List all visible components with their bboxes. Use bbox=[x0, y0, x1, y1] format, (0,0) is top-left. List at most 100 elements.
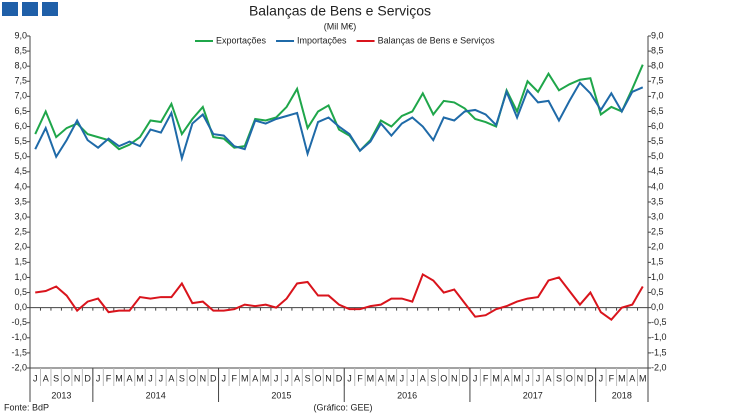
y-tick-label: 7,5 bbox=[14, 76, 27, 86]
y-tick-label-right: 2,5 bbox=[651, 227, 664, 237]
y-tick-label: 6,5 bbox=[14, 106, 27, 116]
year-label: 2016 bbox=[397, 390, 417, 400]
y-tick-label: 3,5 bbox=[14, 196, 27, 206]
x-tick-label: A bbox=[168, 373, 174, 383]
x-tick-label: A bbox=[629, 373, 635, 383]
x-tick-label: D bbox=[461, 373, 468, 383]
x-tick-label: M bbox=[513, 373, 521, 383]
y-tick-label: 2,0 bbox=[14, 242, 27, 252]
y-tick-label-right: 9,0 bbox=[651, 30, 664, 40]
y-tick-label-right: -1,5 bbox=[651, 347, 667, 357]
logo-block bbox=[2, 2, 18, 16]
x-tick-label: J bbox=[400, 373, 405, 383]
y-tick-label: 6,0 bbox=[14, 121, 27, 131]
x-tick-label: J bbox=[347, 373, 352, 383]
x-tick-label: F bbox=[483, 373, 489, 383]
x-tick-label: M bbox=[639, 373, 647, 383]
y-tick-label-right: 7,0 bbox=[651, 91, 664, 101]
x-tick-label: J bbox=[33, 373, 38, 383]
y-tick-label-right: 5,0 bbox=[651, 151, 664, 161]
y-tick-label-right: -2,0 bbox=[651, 362, 667, 372]
chart-subtitle: (Mil M€) bbox=[324, 21, 357, 31]
x-tick-label: S bbox=[556, 373, 562, 383]
year-label: 2013 bbox=[51, 390, 71, 400]
y-tick-label: 8,0 bbox=[14, 61, 27, 71]
x-tick-label: M bbox=[115, 373, 123, 383]
series-line bbox=[35, 272, 644, 322]
y-tick-label: 0,5 bbox=[14, 287, 27, 297]
x-tick-label: M bbox=[388, 373, 396, 383]
x-tick-label: J bbox=[148, 373, 153, 383]
chart-title: Balanças de Bens e Serviços bbox=[249, 3, 431, 19]
y-tick-label-right: 7,5 bbox=[651, 76, 664, 86]
y-tick-label: 3,0 bbox=[14, 211, 27, 221]
year-label: 2015 bbox=[271, 390, 291, 400]
x-tick-label: J bbox=[96, 373, 101, 383]
logo-block bbox=[42, 2, 58, 16]
x-tick-label: J bbox=[525, 373, 530, 383]
y-tick-label: 8,5 bbox=[14, 45, 27, 55]
y-tick-label: 1,5 bbox=[14, 257, 27, 267]
x-tick-label: D bbox=[84, 373, 91, 383]
x-tick-label: A bbox=[127, 373, 133, 383]
y-tick-label: -1,5 bbox=[11, 347, 27, 357]
series-line bbox=[34, 81, 644, 163]
y-tick-label-right: 8,5 bbox=[651, 45, 664, 55]
x-tick-label: S bbox=[179, 373, 185, 383]
x-tick-label: D bbox=[336, 373, 343, 383]
y-tick-label-right: 4,0 bbox=[651, 181, 664, 191]
x-tick-label: F bbox=[232, 373, 238, 383]
x-tick-label: M bbox=[492, 373, 500, 383]
x-tick-label: O bbox=[315, 373, 322, 383]
x-tick-label: M bbox=[618, 373, 626, 383]
x-tick-label: J bbox=[473, 373, 478, 383]
year-label: 2014 bbox=[146, 390, 166, 400]
x-tick-label: D bbox=[587, 373, 594, 383]
y-tick-label-right: 3,5 bbox=[651, 196, 664, 206]
x-tick-label: N bbox=[200, 373, 207, 383]
x-tick-label: S bbox=[305, 373, 311, 383]
y-tick-label-right: 1,0 bbox=[651, 272, 664, 282]
x-tick-label: D bbox=[210, 373, 217, 383]
y-tick-label-right: 6,0 bbox=[651, 121, 664, 131]
x-tick-label: O bbox=[566, 373, 573, 383]
x-tick-label: J bbox=[222, 373, 227, 383]
x-tick-label: M bbox=[136, 373, 144, 383]
x-tick-label: A bbox=[43, 373, 49, 383]
y-tick-label-right: 0,5 bbox=[651, 287, 664, 297]
series-line bbox=[34, 64, 644, 153]
x-tick-label: J bbox=[410, 373, 415, 383]
y-tick-label: 4,5 bbox=[14, 166, 27, 176]
x-tick-label: A bbox=[545, 373, 551, 383]
y-tick-label-right: 4,5 bbox=[651, 166, 664, 176]
y-tick-label-right: 8,0 bbox=[651, 61, 664, 71]
x-tick-label: A bbox=[294, 373, 300, 383]
y-tick-label-right: 2,0 bbox=[651, 242, 664, 252]
x-tick-label: M bbox=[262, 373, 270, 383]
y-tick-label: 0,0 bbox=[14, 302, 27, 312]
year-label: 2018 bbox=[612, 390, 632, 400]
x-tick-label: N bbox=[325, 373, 332, 383]
y-tick-label: 4,0 bbox=[14, 181, 27, 191]
y-tick-label-right: 3,0 bbox=[651, 211, 664, 221]
credit: (Gráfico: GEE) bbox=[313, 402, 372, 412]
x-tick-label: F bbox=[106, 373, 112, 383]
x-tick-label: A bbox=[378, 373, 384, 383]
x-tick-label: O bbox=[440, 373, 447, 383]
y-tick-label-right: -0,5 bbox=[651, 317, 667, 327]
x-tick-label: S bbox=[53, 373, 59, 383]
x-tick-label: F bbox=[357, 373, 363, 383]
y-tick-label: -0,5 bbox=[11, 317, 27, 327]
legend-label: Exportações bbox=[216, 35, 267, 45]
y-tick-label-right: -1,0 bbox=[651, 332, 667, 342]
y-tick-label: -2,0 bbox=[11, 362, 27, 372]
y-tick-label: 2,5 bbox=[14, 227, 27, 237]
source: Fonte: BdP bbox=[4, 402, 49, 412]
y-tick-label: 7,0 bbox=[14, 91, 27, 101]
y-tick-label-right: 0,0 bbox=[651, 302, 664, 312]
legend-label: Importações bbox=[297, 35, 347, 45]
y-tick-label-right: 5,5 bbox=[651, 136, 664, 146]
y-tick-label-right: 6,5 bbox=[651, 106, 664, 116]
x-tick-label: N bbox=[74, 373, 81, 383]
